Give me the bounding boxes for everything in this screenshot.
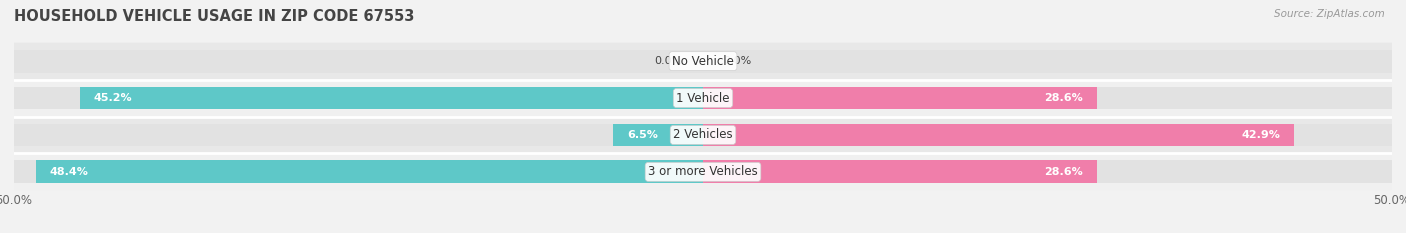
Bar (703, 87, 1097, 110)
Text: 28.6%: 28.6% (1045, 167, 1083, 177)
Bar (703, 161, 1097, 183)
Text: 28.6%: 28.6% (1045, 93, 1083, 103)
Bar (703, 87, 1392, 110)
Bar (703, 123, 1392, 146)
Bar (703, 50, 1392, 72)
Text: 0.0%: 0.0% (724, 56, 752, 66)
Text: HOUSEHOLD VEHICLE USAGE IN ZIP CODE 67553: HOUSEHOLD VEHICLE USAGE IN ZIP CODE 6755… (14, 9, 415, 24)
Text: 48.4%: 48.4% (49, 167, 89, 177)
FancyBboxPatch shape (14, 116, 1392, 153)
Bar (14, 123, 703, 146)
FancyBboxPatch shape (14, 153, 1392, 190)
FancyBboxPatch shape (14, 43, 1392, 80)
Bar (14, 50, 703, 72)
Text: 45.2%: 45.2% (94, 93, 132, 103)
Bar (14, 161, 703, 183)
Bar (703, 123, 1294, 146)
Text: 6.5%: 6.5% (627, 130, 658, 140)
Text: 0.0%: 0.0% (654, 56, 682, 66)
Text: 1 Vehicle: 1 Vehicle (676, 92, 730, 105)
Text: No Vehicle: No Vehicle (672, 55, 734, 68)
FancyBboxPatch shape (14, 80, 1392, 116)
Bar (14, 87, 703, 110)
Text: 42.9%: 42.9% (1241, 130, 1281, 140)
Bar (613, 123, 703, 146)
Bar (703, 161, 1392, 183)
Bar (80, 87, 703, 110)
Text: 2 Vehicles: 2 Vehicles (673, 128, 733, 141)
Text: 3 or more Vehicles: 3 or more Vehicles (648, 165, 758, 178)
Text: Source: ZipAtlas.com: Source: ZipAtlas.com (1274, 9, 1385, 19)
Bar (37, 161, 703, 183)
